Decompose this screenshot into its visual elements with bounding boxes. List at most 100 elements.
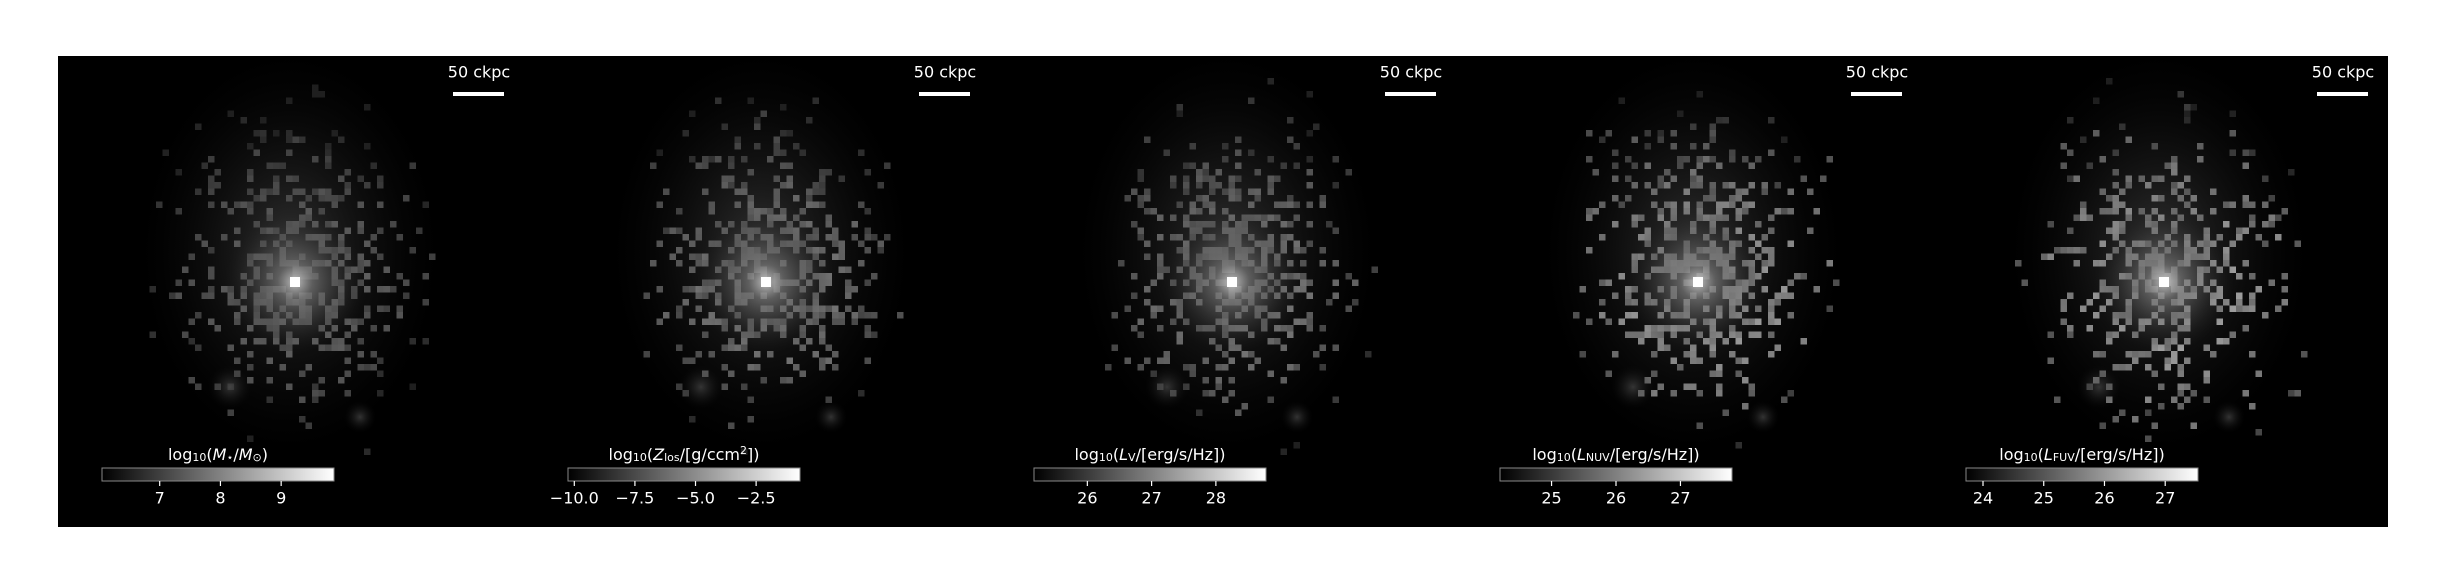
- label-part: 2: [740, 444, 747, 457]
- colorbar: [101, 467, 335, 482]
- pixel: [422, 338, 429, 345]
- label-part: FUV: [2053, 451, 2075, 464]
- pixel: [741, 448, 748, 455]
- label-part: 10: [192, 451, 206, 464]
- label-part: V: [1128, 451, 1136, 464]
- satellite: [2077, 365, 2121, 409]
- pixel: [2294, 390, 2301, 397]
- panel: 50 ckpc log10(LFUV/[erg/s/Hz]) 24 25 26 27: [1965, 52, 2374, 508]
- pixel: [2288, 390, 2295, 397]
- pixel: [1735, 442, 1742, 449]
- label-part: (: [2038, 445, 2044, 464]
- tick-label: 25: [2034, 489, 2054, 508]
- scale-bar-label: 50 ckpc: [914, 63, 976, 82]
- satellite: [344, 401, 376, 433]
- label-part: ]): [747, 445, 759, 464]
- label-part: /: [233, 445, 239, 464]
- colorbar-label: log10(LNUV/[erg/s/Hz]): [1532, 445, 1699, 464]
- satellite: [679, 365, 723, 409]
- scale-bar-label: 50 ckpc: [1846, 63, 1908, 82]
- label-part: log: [609, 445, 633, 464]
- pixel: [1280, 448, 1287, 455]
- tick-label: 9: [276, 489, 286, 508]
- tick-label: 27: [2155, 489, 2175, 508]
- tick-label: −5.0: [676, 489, 715, 508]
- tick-label: 26: [1077, 489, 1097, 508]
- label-part: NUV: [1586, 451, 1610, 464]
- label-part: /[erg/s/Hz]): [1610, 445, 1700, 464]
- tick-label: −7.5: [615, 489, 654, 508]
- colorbar: [567, 467, 801, 482]
- label-part: 10: [633, 451, 647, 464]
- label-part: 10: [2024, 451, 2038, 464]
- label-part: (: [647, 445, 653, 464]
- panel: 50 ckpc log10(LV/[erg/s/Hz]) 26 27 28: [1033, 52, 1442, 508]
- tick-label: 7: [155, 489, 165, 508]
- pixel: [409, 383, 416, 390]
- label-part: los: [664, 451, 680, 464]
- satellite: [1747, 401, 1779, 433]
- pixel: [2054, 396, 2061, 403]
- label-part: M: [239, 445, 253, 464]
- pixel: [1365, 351, 1372, 358]
- tick-label: 26: [1606, 489, 1626, 508]
- label-part: ⊙: [253, 451, 262, 464]
- satellite: [815, 401, 847, 433]
- galaxy-center: [290, 277, 300, 287]
- pixel: [1332, 396, 1339, 403]
- label-part: ⋆: [226, 451, 233, 464]
- pixel: [149, 331, 156, 338]
- pixel: [1826, 156, 1833, 163]
- label-part: 10: [1557, 451, 1571, 464]
- pixel: [2301, 351, 2308, 358]
- label-part: log: [1074, 445, 1098, 464]
- colorbar-label: log10(LFUV/[erg/s/Hz]): [1999, 445, 2164, 464]
- tick-label: 27: [1141, 489, 1161, 508]
- tick-label: −2.5: [737, 489, 776, 508]
- label-part: log: [1532, 445, 1556, 464]
- label-part: (: [1571, 445, 1577, 464]
- label-part: (: [206, 445, 212, 464]
- satellite: [208, 365, 252, 409]
- panel: 50 ckpc log10(Zlos/[g/ccm2]) −10.0 −7.5 −5.0…: [550, 52, 976, 508]
- colorbar: [1033, 467, 1267, 482]
- label-part: /[erg/s/Hz]): [1136, 445, 1226, 464]
- label-part: M: [213, 445, 227, 464]
- label-part: log: [168, 445, 192, 464]
- label-part: /[erg/s/Hz]): [2075, 445, 2165, 464]
- tick-label: 24: [1973, 489, 1993, 508]
- label-part: log: [1999, 445, 2023, 464]
- label-part: ): [262, 445, 268, 464]
- scale-bar-label: 50 ckpc: [1380, 63, 1442, 82]
- galaxy-center: [1227, 277, 1237, 287]
- tick-label: 25: [1541, 489, 1561, 508]
- label-part: (: [1113, 445, 1119, 464]
- label-part: /[g/ccm: [680, 445, 740, 464]
- tick-label: 26: [2094, 489, 2114, 508]
- galaxy-center: [2159, 277, 2169, 287]
- tick-label: −10.0: [550, 489, 599, 508]
- colorbar: [1499, 467, 1733, 482]
- colorbar: [1965, 467, 2199, 482]
- tick-label: 8: [215, 489, 225, 508]
- scale-bar-label: 50 ckpc: [2312, 63, 2374, 82]
- galaxy-center: [761, 277, 771, 287]
- label-part: 10: [1099, 451, 1113, 464]
- tick-label: 28: [1206, 489, 1226, 508]
- label-part: L: [1577, 445, 1586, 464]
- pixel: [2255, 429, 2262, 436]
- colorbar-label: log10(LV/[erg/s/Hz]): [1074, 445, 1225, 464]
- pixel: [364, 448, 371, 455]
- tick-label: 27: [1670, 489, 1690, 508]
- satellite: [2213, 401, 2245, 433]
- colorbar-label: log10(Zlos/[g/ccm2]): [609, 444, 760, 464]
- satellite: [1145, 365, 1189, 409]
- satellite: [1281, 401, 1313, 433]
- scale-bar-label: 50 ckpc: [448, 63, 510, 82]
- colorbar-label: log10(M⋆/M⊙): [168, 445, 268, 464]
- satellite: [1611, 365, 1655, 409]
- panel: 50 ckpc log10(LNUV/[erg/s/Hz]) 25 26 27: [1499, 52, 1908, 508]
- label-part: L: [1119, 445, 1128, 464]
